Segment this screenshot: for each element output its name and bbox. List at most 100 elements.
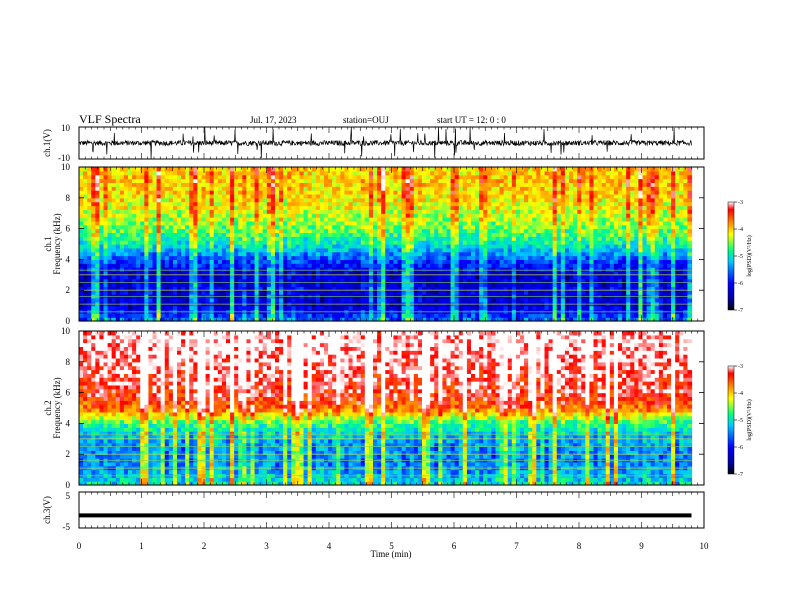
spectrogram-cell [552,209,558,214]
spectrogram-cell [95,217,101,222]
spectrogram-cell [438,278,444,284]
spectrogram-cell [556,232,562,237]
spectrogram-cell [307,213,313,218]
spectrogram-cell [524,278,529,284]
spectrogram-cell [540,167,546,172]
spectrogram-cell [177,263,182,268]
spectrogram-cell [213,282,219,287]
spectrogram-cell [242,201,248,207]
spectrogram-cell [434,201,439,207]
spectrogram-cell [503,267,509,272]
spectrogram-cell [560,267,566,272]
spectrogram-cell [401,278,407,284]
spectrogram-cell [520,190,525,195]
spectrogram-cell [397,247,403,253]
spectrogram-cell [295,236,301,241]
spectrogram-cell [144,228,150,234]
spectrogram-cell [307,232,313,237]
spectrogram-cell [377,305,382,311]
spectrogram-cell [221,209,227,214]
spectrogram-cell [111,224,117,230]
spectrogram-cell [99,244,105,249]
spectrogram-cell [217,205,223,210]
spectrogram-cell [311,270,317,276]
spectrogram-cell [544,259,550,264]
spectrogram-cell [242,170,248,176]
spectrogram-cell [577,297,582,303]
spectrogram-cell [324,282,329,287]
spectrogram-cell [79,317,84,322]
spectrogram-cell [556,305,562,311]
spectrogram-cell [168,220,174,226]
spectrogram-cell [128,255,133,260]
spectrogram-cell [393,228,399,234]
spectrogram-cell [193,251,199,257]
spectrogram-cell [201,224,207,230]
spectrogram-cell [385,270,390,276]
spectrogram-cell [364,167,370,172]
spectrogram-cell [319,193,325,199]
spectrogram-cell [454,255,460,260]
spectrogram-cell [111,286,117,291]
spectrogram-cell [556,270,562,276]
spectrogram-cell [503,317,509,322]
spectrogram-cell [381,220,386,226]
spectrogram-cell [164,193,170,199]
spectrogram-cell [311,282,317,287]
spectrogram-cell [544,228,550,234]
spectrogram-cell [385,255,390,260]
spectrogram-cell [495,209,501,214]
spectrogram-cell [413,186,419,191]
spectrogram-cell [226,193,231,199]
spectrogram-cell [144,209,150,214]
spectrogram-cell [393,255,399,260]
spectrogram-cell [556,244,562,249]
spectrogram-cell [556,267,562,272]
spectrogram-cell [213,286,219,291]
spectrogram-cell [246,305,252,311]
spectrogram-cell [560,270,566,276]
spectrogram-cell [201,209,207,214]
spectrogram-cell [250,217,256,222]
spectrogram-cell [397,259,403,264]
spectrogram-cell [479,224,484,230]
spectrogram-cell [83,290,88,295]
spectrogram-cell [246,317,252,322]
spectrogram-cell [377,232,382,237]
spectrogram-cell [160,297,166,303]
spectrogram-cell [348,197,354,203]
spectrogram-cell [315,224,321,230]
spectrogram-cell [332,170,337,176]
spectrogram-cell [311,209,317,214]
spectrogram-cell [475,259,480,264]
spectrogram-cell [246,244,252,249]
spectrogram-cell [552,251,558,257]
spectrogram-cell [389,170,395,176]
spectrogram-cell [393,186,399,191]
spectrogram-cell [336,305,341,311]
spectrogram-cell [446,290,452,295]
spectrogram-cell [344,270,350,276]
spectrogram-cell [132,205,137,210]
spectrogram-cell [111,197,117,203]
spectrogram-cell [393,244,399,249]
spectrogram-cell [221,274,227,280]
spectrogram-cell [454,297,460,303]
spectrogram-cell [95,244,101,249]
spectrogram-cell [495,290,501,295]
spectrogram-cell [156,290,162,295]
spectrogram-cell [336,232,341,237]
spectrogram-cell [299,217,305,222]
spectrogram-cell [209,259,215,264]
spectrogram-cell [483,259,488,264]
spectrogram-cell [181,274,186,280]
spectrogram-cell [458,236,464,241]
spectrogram-cell [487,290,493,295]
spectrogram-cell [569,290,574,295]
spectrogram-cell [299,232,305,237]
spectrogram-cell [364,282,370,287]
spectrogram-cell [168,236,174,241]
spectrogram-cell [528,267,533,272]
spectrogram-cell [185,282,190,287]
spectrogram-cell [205,305,211,311]
